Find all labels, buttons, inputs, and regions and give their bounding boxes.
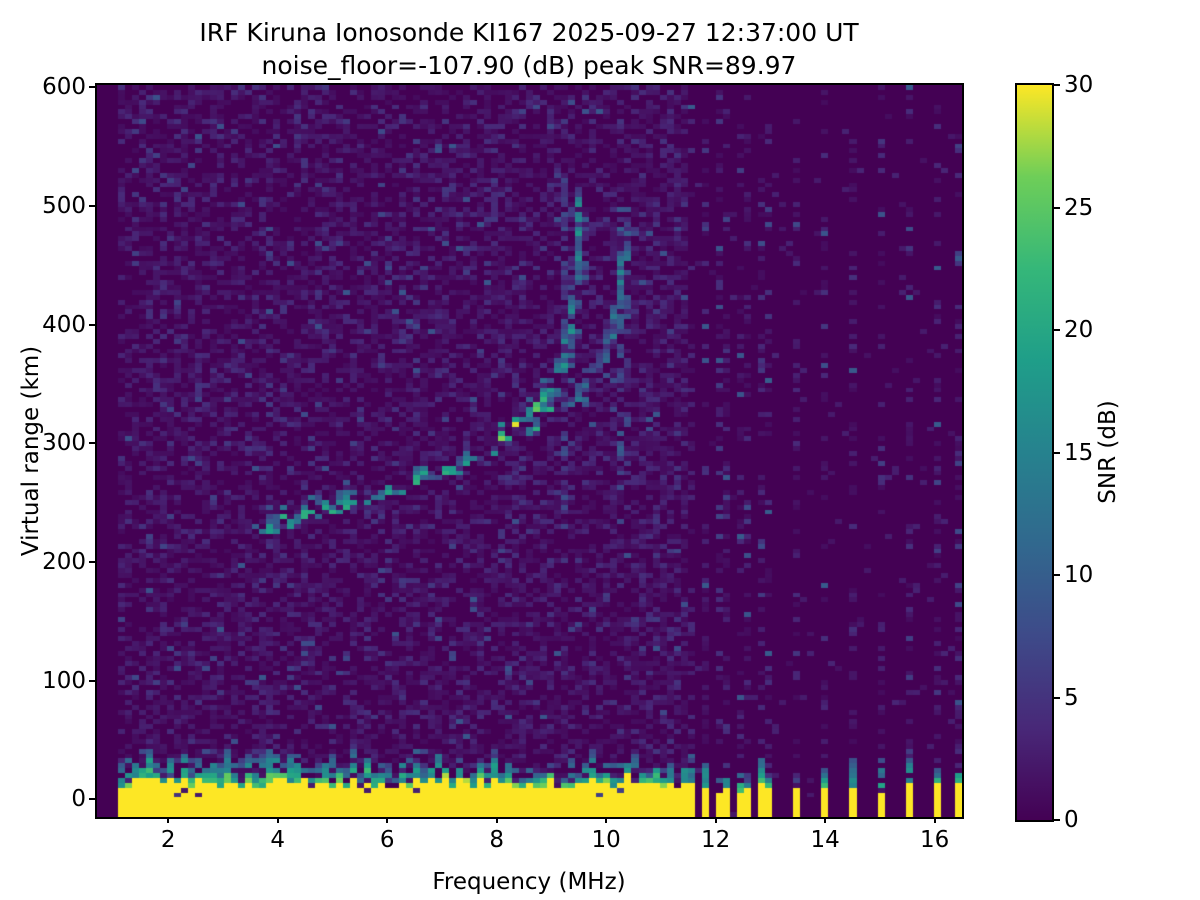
colorbar-gradient bbox=[1017, 85, 1052, 820]
x-tick-label: 10 bbox=[591, 827, 621, 853]
colorbar-tick-mark bbox=[1054, 84, 1060, 86]
y-tick-mark bbox=[89, 323, 95, 326]
y-tick-mark bbox=[89, 560, 95, 563]
y-axis-label: Virtual range (km) bbox=[18, 345, 44, 557]
x-tick-mark bbox=[386, 817, 389, 823]
x-tick-mark bbox=[714, 817, 717, 823]
colorbar-tick-label: 20 bbox=[1064, 317, 1094, 343]
colorbar-tick-label: 0 bbox=[1064, 807, 1079, 833]
y-tick-label: 600 bbox=[42, 74, 86, 101]
chart-title: IRF Kiruna Ionosonde KI167 2025-09-27 12… bbox=[199, 18, 859, 47]
colorbar-tick-label: 30 bbox=[1064, 72, 1094, 98]
chart-subtitle: noise_floor=-107.90 (dB) peak SNR=89.97 bbox=[261, 51, 797, 80]
chart-title-block: IRF Kiruna Ionosonde KI167 2025-09-27 12… bbox=[199, 16, 858, 82]
x-tick-mark bbox=[167, 817, 170, 823]
x-tick-label: 12 bbox=[700, 827, 731, 853]
y-tick-mark bbox=[89, 798, 95, 801]
y-tick-label: 200 bbox=[42, 548, 86, 575]
x-axis-label: Frequency (MHz) bbox=[432, 869, 626, 895]
y-tick-mark bbox=[89, 679, 95, 682]
y-tick-label: 300 bbox=[42, 430, 86, 457]
colorbar-tick-label: 15 bbox=[1064, 439, 1094, 466]
colorbar-tick-label: 5 bbox=[1064, 684, 1079, 711]
x-tick-mark bbox=[605, 817, 608, 823]
x-tick-label: 14 bbox=[810, 827, 840, 853]
x-tick-mark bbox=[933, 817, 936, 823]
colorbar-tick-mark bbox=[1054, 329, 1060, 331]
colorbar-tick-mark bbox=[1054, 451, 1060, 454]
y-tick-mark bbox=[89, 86, 95, 89]
x-tick-mark bbox=[276, 817, 279, 823]
x-tick-label: 8 bbox=[489, 827, 504, 853]
x-tick-label: 6 bbox=[379, 827, 395, 853]
colorbar bbox=[1015, 83, 1054, 822]
colorbar-tick-mark bbox=[1054, 819, 1060, 821]
x-tick-label: 2 bbox=[160, 827, 176, 853]
colorbar-tick-label: 25 bbox=[1064, 194, 1094, 221]
y-tick-label: 0 bbox=[71, 786, 86, 813]
y-tick-mark bbox=[89, 205, 95, 207]
y-tick-label: 500 bbox=[42, 193, 86, 219]
colorbar-tick-mark bbox=[1054, 696, 1060, 699]
ionogram-heatmap-canvas bbox=[97, 85, 962, 817]
y-tick-label: 400 bbox=[42, 311, 86, 338]
plot-area bbox=[95, 83, 964, 819]
x-tick-label: 4 bbox=[270, 827, 285, 853]
x-tick-mark bbox=[495, 817, 498, 823]
x-tick-label: 16 bbox=[919, 827, 950, 853]
colorbar-tick-mark bbox=[1054, 574, 1060, 576]
y-tick-label: 100 bbox=[42, 667, 86, 694]
x-tick-mark bbox=[824, 817, 827, 823]
colorbar-label: SNR (dB) bbox=[1095, 400, 1121, 504]
y-tick-mark bbox=[89, 442, 95, 445]
colorbar-tick-mark bbox=[1054, 206, 1060, 209]
colorbar-tick-label: 10 bbox=[1064, 562, 1094, 588]
